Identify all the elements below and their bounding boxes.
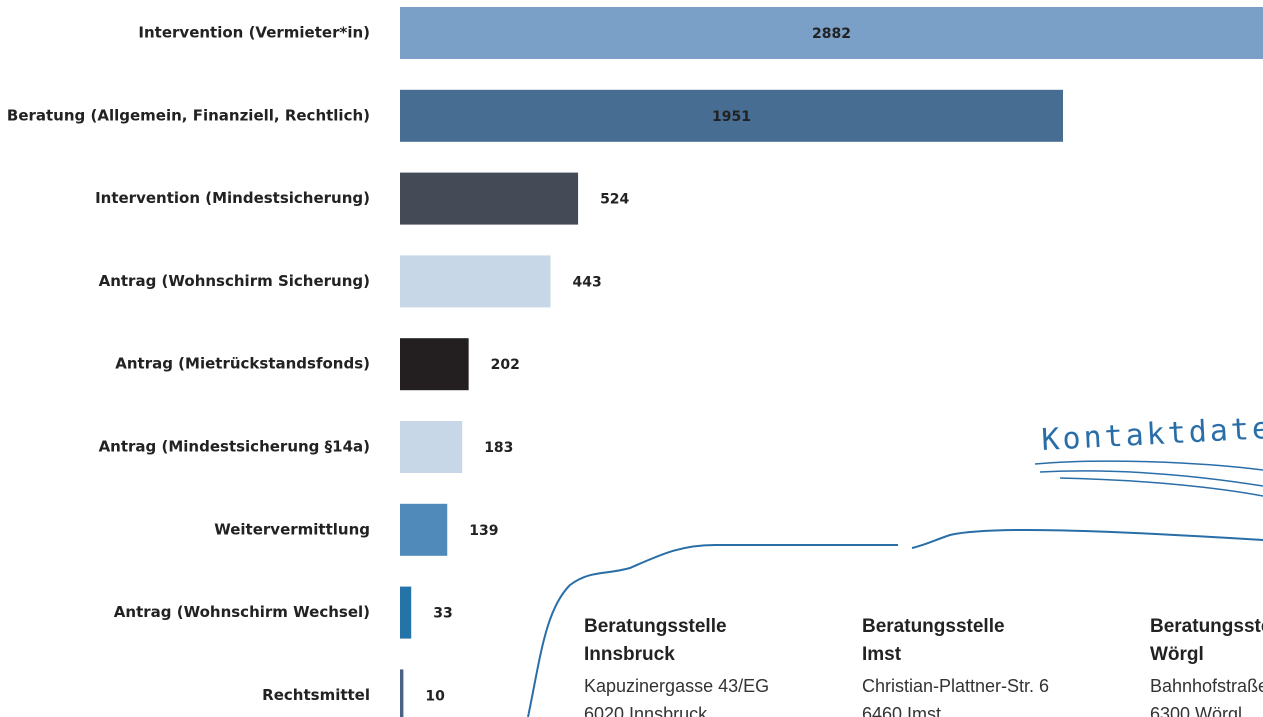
card-line: Bahnhofstraße (1150, 676, 1263, 696)
card-title: Beratungsstelle (862, 616, 1005, 637)
value-label: 183 (484, 440, 513, 456)
card-title: Beratungsstelle (584, 616, 727, 637)
category-label: Antrag (Mindestsicherung §14a) (99, 438, 370, 456)
category-label: Rechtsmittel (262, 686, 370, 704)
heading-underline (1034, 460, 1263, 497)
card-title: Wörgl (1150, 644, 1204, 665)
category-label: Antrag (Wohnschirm Sicherung) (99, 272, 370, 290)
category-label: Antrag (Mietrückstandsfonds) (115, 355, 370, 373)
bar (400, 338, 469, 391)
category-label: Intervention (Vermieter*in) (138, 24, 370, 42)
value-label: 443 (573, 274, 602, 290)
value-label: 202 (491, 357, 520, 373)
card-line: Christian-Plattner-Str. 6 (862, 676, 1049, 696)
card-line: 6460 Imst (862, 704, 941, 717)
category-label: Antrag (Wohnschirm Wechsel) (114, 603, 370, 621)
bar (400, 503, 448, 556)
card-title: Imst (862, 644, 902, 665)
bar (400, 586, 412, 639)
category-label: Beratung (Allgemein, Finanziell, Rechtli… (7, 106, 370, 124)
value-label: 33 (433, 606, 452, 622)
bar (400, 7, 1263, 59)
bar (400, 255, 551, 308)
category-label: Weitervermittlung (214, 520, 370, 538)
bar (400, 669, 404, 717)
card-title: Innsbruck (584, 644, 675, 665)
value-label: 139 (469, 523, 498, 539)
contacts-heading: Kontaktdaten (1041, 410, 1263, 458)
bar (400, 89, 1063, 142)
value-label: 10 (425, 688, 445, 704)
bar (400, 172, 579, 225)
category-label: Intervention (Mindestsicherung) (95, 189, 370, 207)
card-border (527, 528, 1263, 717)
bar (400, 421, 463, 473)
card-line: 6020 Innsbruck (584, 704, 708, 717)
value-label: 2882 (812, 26, 851, 42)
card-line: Kapuzinergasse 43/EG (584, 676, 769, 696)
card-title: Beratungsstelle (1150, 616, 1263, 637)
value-label: 524 (600, 192, 629, 208)
value-label: 1951 (712, 109, 751, 125)
card-line: 6300 Wörgl (1150, 704, 1242, 717)
